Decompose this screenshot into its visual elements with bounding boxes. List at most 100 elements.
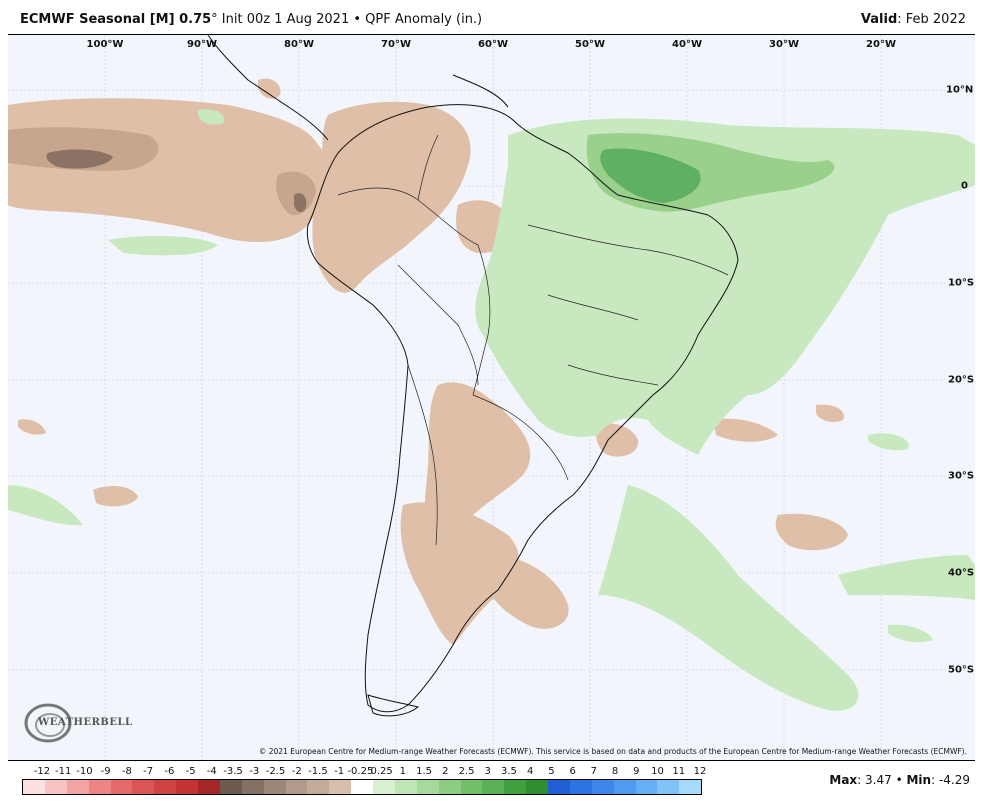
logo-text: WEATHERBELL (38, 717, 133, 728)
longitude-label: 50°W (575, 39, 605, 50)
longitude-label: 20°W (866, 39, 896, 50)
legend-swatch (504, 780, 527, 794)
legend-tick-label: -7 (143, 766, 154, 777)
legend-swatch (373, 780, 395, 794)
legend-tick-label: 1.5 (416, 766, 433, 777)
copyright-notice: © 2021 European Centre for Medium-range … (258, 747, 967, 756)
latitude-label: 0 (961, 180, 968, 192)
weatherbell-logo (24, 703, 72, 743)
valid-label: Valid (860, 12, 898, 27)
legend-swatch (154, 780, 177, 794)
legend-swatch (438, 780, 461, 794)
legend-tick-label: 5 (548, 766, 555, 777)
degree-symbol: ° (211, 12, 218, 27)
dry-region-panama (258, 78, 281, 99)
dry-region-argentina-south (400, 502, 519, 645)
legend-swatch (351, 780, 373, 794)
wet-region-pacific-1 (108, 235, 218, 256)
dry-anomaly-darkest (46, 149, 307, 213)
legend-color-bar (22, 779, 702, 795)
dry-region-atlantic-1 (713, 418, 778, 442)
coastlines (207, 35, 739, 717)
legend-swatch (526, 780, 548, 794)
longitude-label: 80°W (284, 39, 314, 50)
bullet-separator: • (353, 12, 362, 27)
valid-date: Valid: Feb 2022 (860, 12, 966, 27)
legend-tick-label: 6 (569, 766, 576, 777)
wet-region-pacific-2 (8, 485, 83, 526)
valid-value: Feb 2022 (905, 12, 966, 27)
legend-swatch (591, 780, 614, 794)
dry-region-patagonia-coast (478, 554, 569, 629)
latitude-label: 30°S (948, 470, 975, 482)
legend-swatch (44, 780, 67, 794)
wet-region-north-1 (198, 109, 224, 125)
legend-swatch (329, 780, 352, 794)
longitude-label: 90°W (187, 39, 217, 50)
legend-swatch (394, 780, 417, 794)
wet-anomaly-regions (8, 109, 975, 711)
legend-tick-label: 2 (442, 766, 449, 777)
legend-swatch (657, 780, 680, 794)
legend-tick-label: -6 (164, 766, 175, 777)
legend-swatch (132, 780, 155, 794)
legend-tick-label: -12 (33, 766, 51, 777)
wet-region-atlantic-band (838, 555, 975, 600)
legend-tick-label: 4 (527, 766, 534, 777)
min-value: -4.29 (938, 773, 970, 787)
longitude-label: 60°W (478, 39, 508, 50)
legend-tick-label: 12 (693, 766, 707, 777)
dry-region-atlantic-2 (775, 513, 848, 551)
legend-tick-label: 8 (611, 766, 619, 777)
min-label: Min (906, 773, 932, 787)
legend-swatch (460, 780, 483, 794)
legend-tick-label: -4 (206, 766, 217, 777)
max-min-summary: Max: 3.47 • Min: -4.29 (829, 773, 970, 787)
legend-tick-label: -8 (121, 766, 132, 777)
legend-swatch (416, 780, 439, 794)
dry-region-southern-brazil (596, 423, 639, 457)
legend-tick-label: 1 (399, 766, 407, 777)
map-panel[interactable]: 100°W 90°W 80°W 70°W 60°W 50°W 40°W 30°W… (8, 34, 975, 761)
model-name: ECMWF Seasonal [M] 0.75 (20, 12, 212, 27)
longitude-label: 100°W (86, 39, 124, 50)
color-scale-legend: -12 -11 -10 -9 -8 -7 -6 -5 -4 -3.5 -3 -2.5 -2 -1.5 -1-… (22, 766, 706, 796)
legend-swatch (635, 780, 658, 794)
legend-tick-label: -3 (249, 766, 260, 777)
dry-region-pacific-south-1 (93, 485, 138, 507)
legend-swatch (176, 780, 198, 794)
legend-tick-label: -1 (334, 766, 345, 777)
legend-swatch (548, 780, 570, 794)
max-label: Max (829, 773, 858, 787)
dry-region-eastern-pacific (8, 98, 329, 243)
legend-tick-label: 7 (590, 766, 598, 777)
legend-tick-label: -2 (291, 766, 302, 777)
legend-swatch (241, 780, 264, 794)
latitude-label: 10°N (946, 84, 974, 96)
central-america-coast (207, 35, 329, 141)
legend-swatch (285, 780, 308, 794)
legend-swatch (569, 780, 592, 794)
legend-swatch (23, 780, 45, 794)
longitude-label: 70°W (381, 39, 411, 50)
header: ECMWF Seasonal [M] 0.75° Init 00z 1 Aug … (0, 0, 984, 34)
legend-tick-label: -5 (185, 766, 196, 777)
legend-swatch (88, 780, 111, 794)
legend-swatch (263, 780, 286, 794)
legend-tick-label: 0.25 (370, 766, 393, 777)
latitude-label: 40°S (948, 567, 975, 579)
map-canvas (8, 35, 975, 760)
logo-swirl-icon (24, 703, 72, 743)
wet-anomaly-core (600, 148, 701, 203)
legend-swatch (110, 780, 133, 794)
legend-swatch (198, 780, 220, 794)
legend-tick-label: -1.5 (308, 766, 328, 777)
longitude-label: 40°W (672, 39, 702, 50)
legend-tick-label: -10 (76, 766, 93, 777)
dry-region-argentina-north (424, 382, 531, 547)
legend-tick-label: 11 (672, 766, 686, 777)
legend-swatch (679, 780, 702, 794)
latitude-label: 50°S (948, 664, 975, 676)
dry-region-northwest-sa (312, 101, 471, 293)
legend-tick-label: 3.5 (501, 766, 517, 777)
